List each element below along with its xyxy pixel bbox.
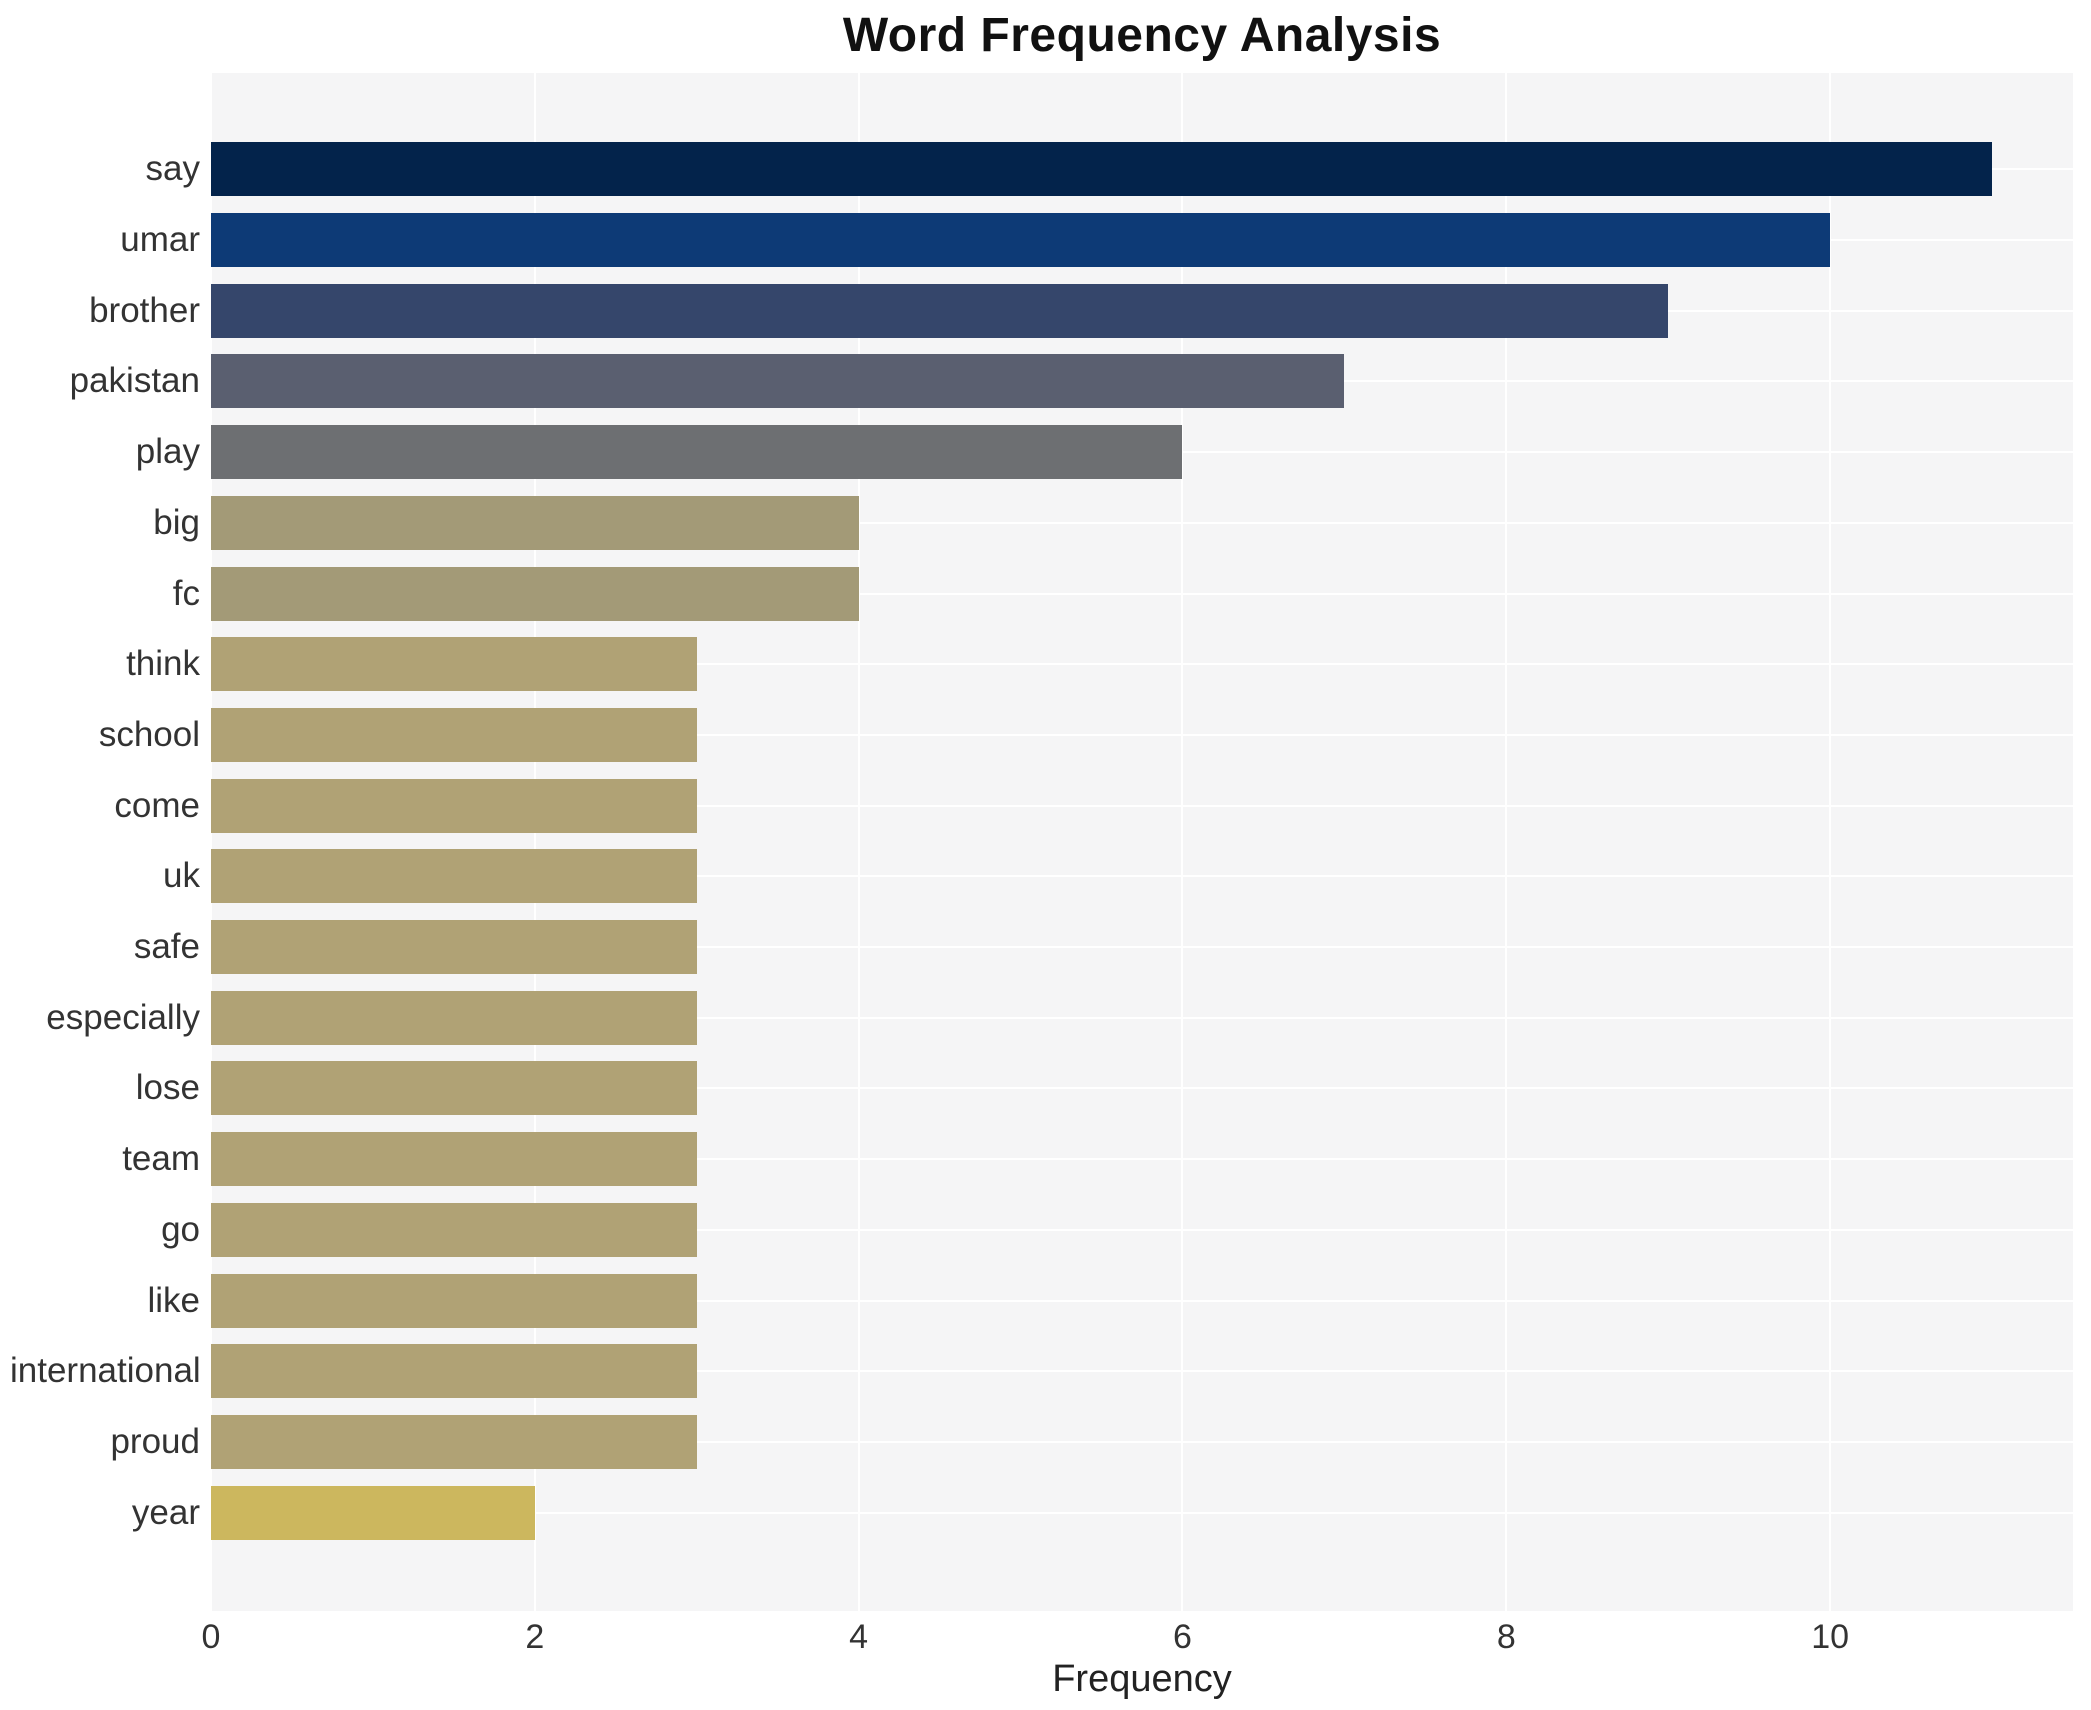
- bar-big: [211, 495, 859, 550]
- bar-international: [211, 1344, 697, 1399]
- x-tick-label-10: 10: [1811, 1618, 1850, 1656]
- y-label-team: team: [122, 1139, 200, 1179]
- x-tick-label-2: 2: [525, 1618, 545, 1656]
- chart-title: Word Frequency Analysis: [842, 9, 1442, 62]
- bar-say: [211, 142, 1993, 197]
- bar-uk: [211, 849, 697, 904]
- y-label-come: come: [114, 785, 200, 825]
- bar-year: [211, 1485, 535, 1540]
- y-gridline-lose: [211, 1087, 2073, 1090]
- y-label-pakistan: pakistan: [69, 361, 200, 401]
- bar-think: [211, 637, 697, 692]
- x-gridline-8: [1505, 73, 1508, 1611]
- bar-umar: [211, 213, 1831, 268]
- y-label-umar: umar: [120, 220, 200, 260]
- bar-fc: [211, 566, 859, 621]
- x-tick-label-4: 4: [849, 1618, 869, 1656]
- y-gridline-think: [211, 663, 2073, 666]
- bar-team: [211, 1132, 697, 1187]
- y-gridline-especially: [211, 1016, 2073, 1019]
- y-label-year: year: [131, 1492, 200, 1532]
- x-gridline-2: [533, 73, 536, 1611]
- y-label-fc: fc: [172, 573, 200, 613]
- y-label-say: say: [145, 149, 200, 189]
- bar-come: [211, 778, 697, 833]
- y-label-go: go: [161, 1209, 200, 1249]
- y-label-big: big: [153, 502, 200, 542]
- y-gridline-school: [211, 733, 2073, 736]
- x-gridline-6: [1181, 73, 1184, 1611]
- x-tick-label-6: 6: [1173, 1618, 1192, 1656]
- bar-brother: [211, 283, 1669, 338]
- plot-area: [211, 73, 2073, 1611]
- y-gridline-safe: [211, 946, 2073, 949]
- x-gridline-0: [211, 73, 212, 1611]
- y-label-lose: lose: [135, 1068, 200, 1108]
- bar-school: [211, 707, 697, 762]
- bar-proud: [211, 1414, 697, 1469]
- y-label-brother: brother: [89, 290, 200, 330]
- y-gridline-fc: [211, 592, 2073, 595]
- bar-play: [211, 425, 1183, 480]
- y-gridline-big: [211, 521, 2073, 524]
- x-gridline-10: [1829, 73, 1832, 1611]
- y-gridline-come: [211, 804, 2073, 807]
- y-gridline-like: [211, 1299, 2073, 1302]
- bar-especially: [211, 990, 697, 1045]
- y-label-proud: proud: [110, 1421, 200, 1461]
- bar-pakistan: [211, 354, 1345, 409]
- x-tick-label-8: 8: [1496, 1618, 1516, 1656]
- y-label-uk: uk: [163, 856, 200, 896]
- y-gridline-international: [211, 1370, 2073, 1373]
- y-label-play: play: [135, 432, 200, 472]
- bar-like: [211, 1273, 697, 1328]
- y-gridline-year: [211, 1511, 2073, 1514]
- y-label-safe: safe: [133, 927, 200, 967]
- y-label-international: international: [10, 1351, 201, 1391]
- x-gridline-4: [857, 73, 860, 1611]
- y-label-especially: especially: [46, 997, 200, 1037]
- y-label-think: think: [126, 644, 200, 684]
- y-gridline-go: [211, 1228, 2073, 1231]
- y-label-like: like: [147, 1280, 200, 1320]
- bar-lose: [211, 1061, 697, 1116]
- x-axis-title: Frequency: [1052, 1658, 1232, 1700]
- y-gridline-proud: [211, 1440, 2073, 1443]
- bar-go: [211, 1202, 697, 1257]
- y-gridline-uk: [211, 875, 2073, 878]
- y-label-school: school: [98, 714, 200, 754]
- y-gridline-team: [211, 1158, 2073, 1161]
- x-tick-label-0: 0: [201, 1618, 221, 1656]
- bar-safe: [211, 920, 697, 975]
